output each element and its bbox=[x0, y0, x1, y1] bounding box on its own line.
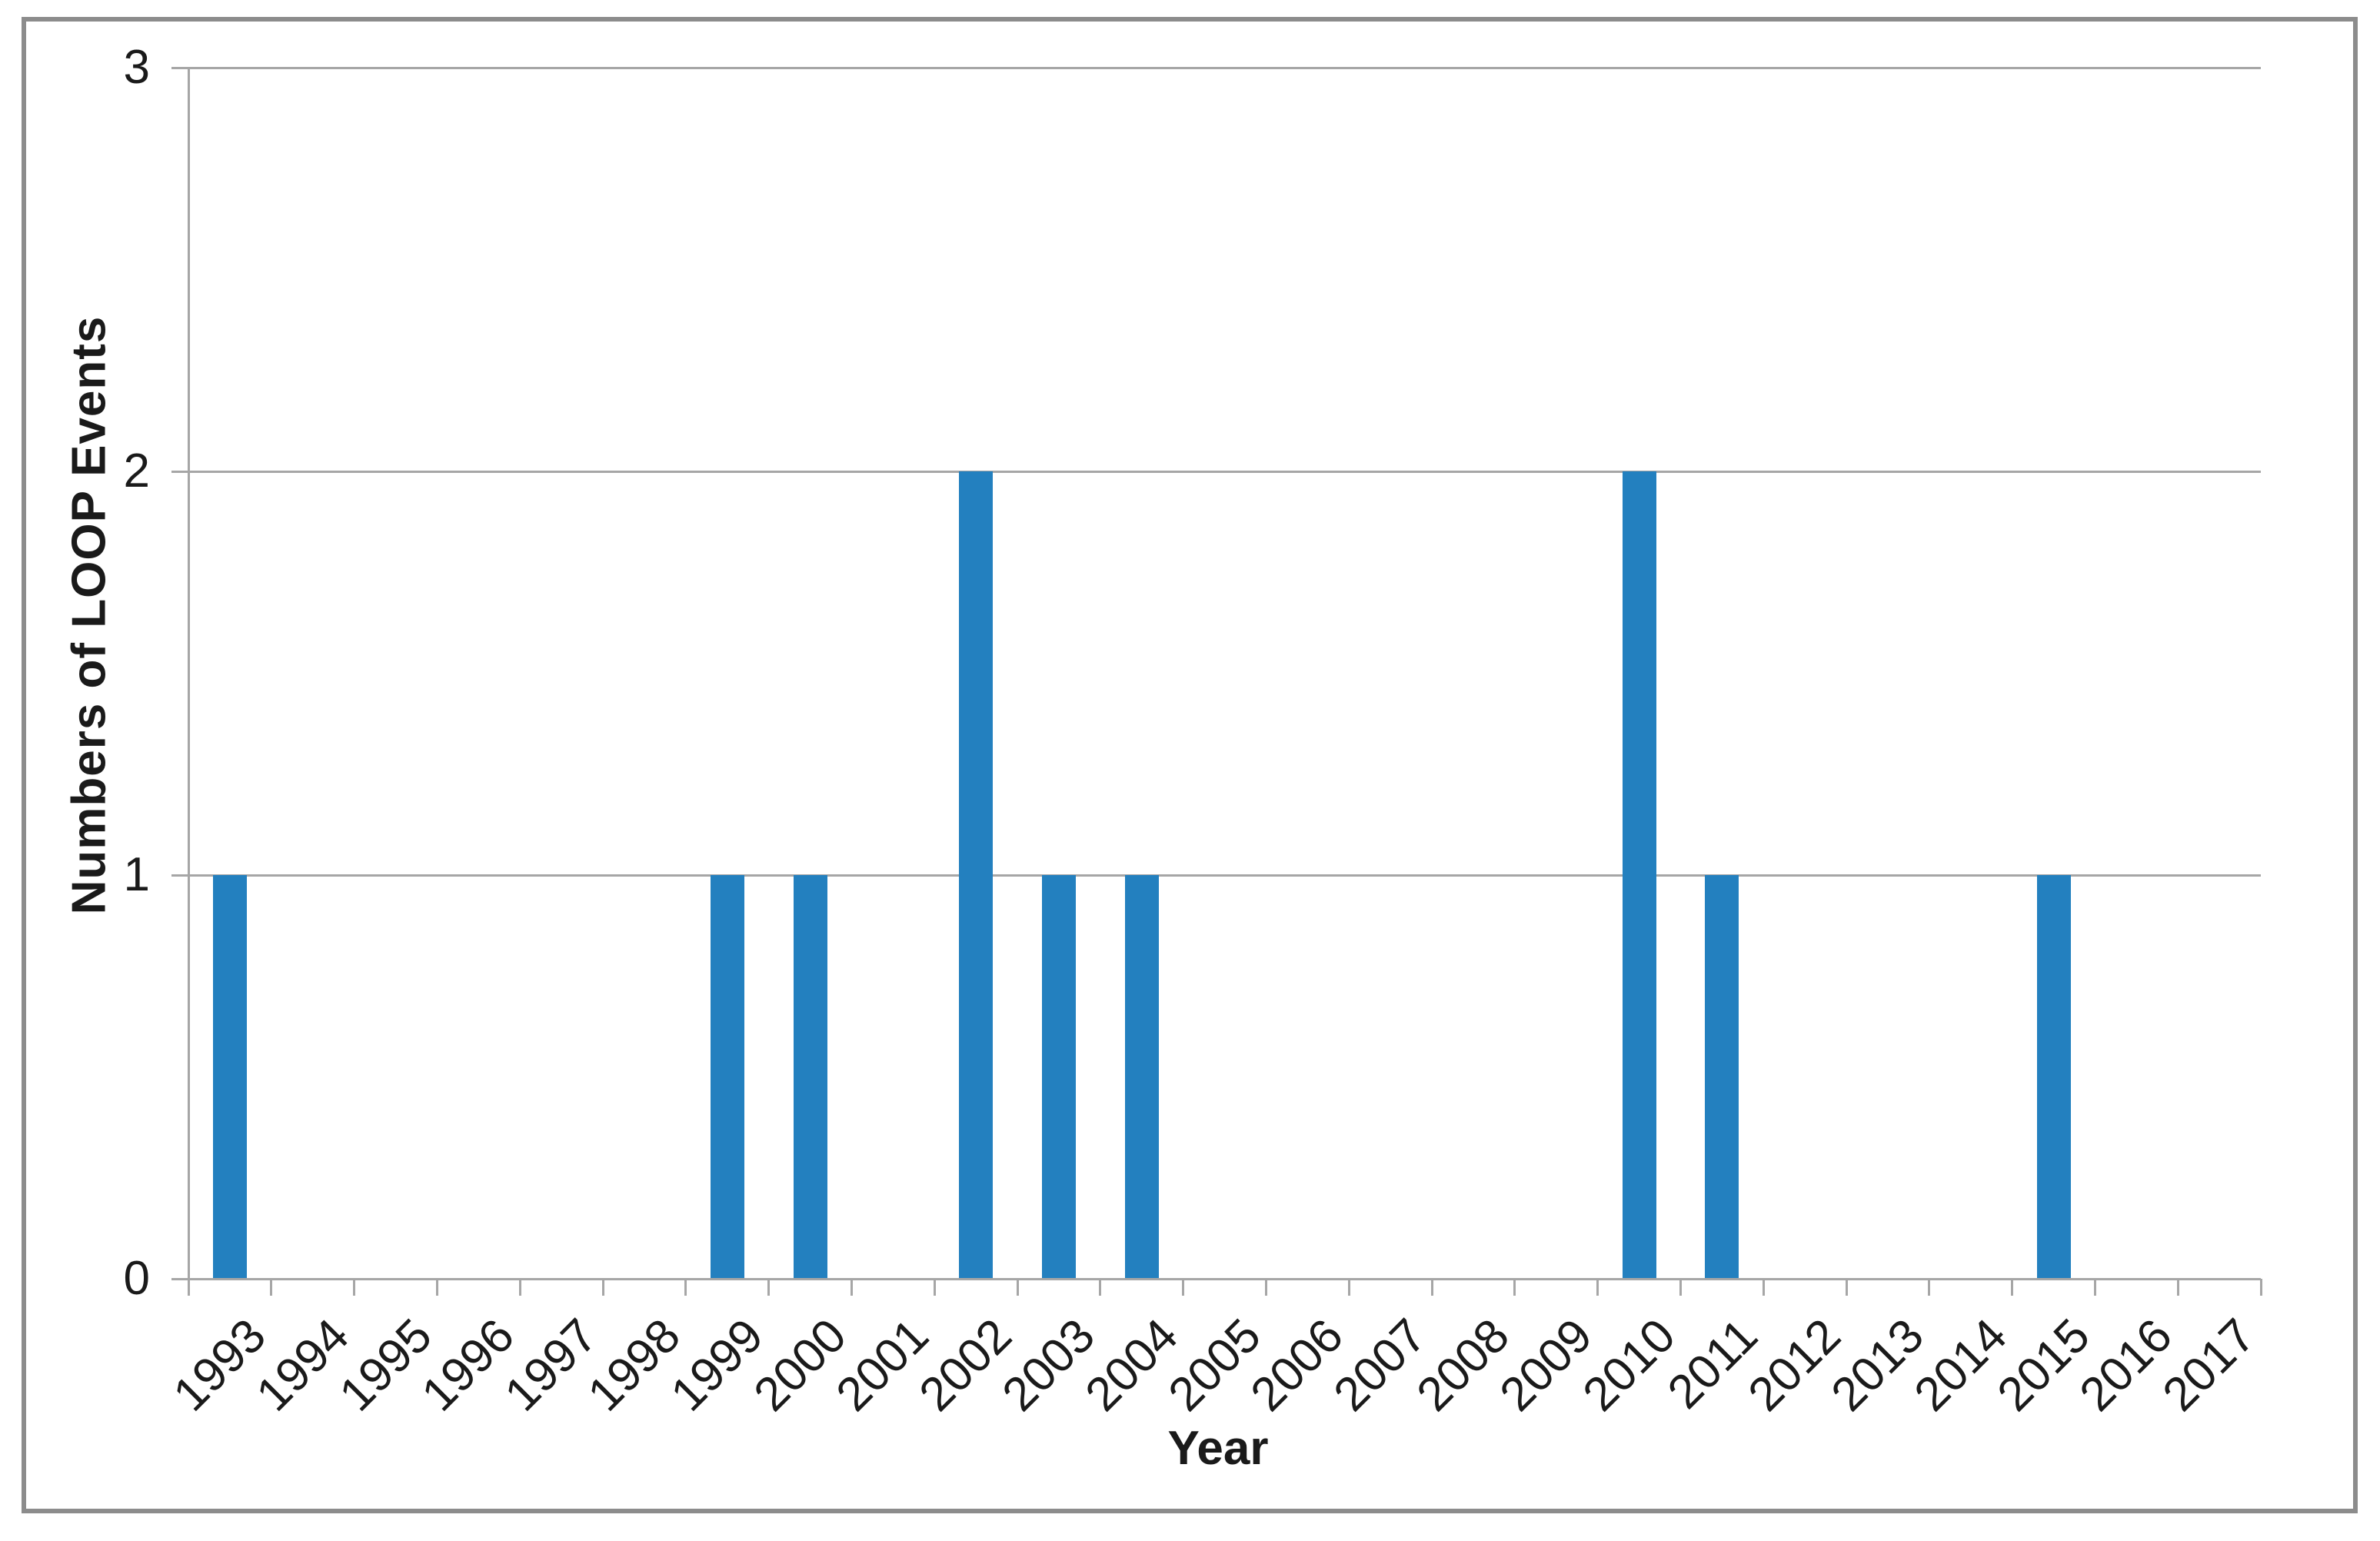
x-tick-mark bbox=[187, 1279, 190, 1296]
x-axis-title: Year bbox=[1167, 1422, 1269, 1475]
y-tick-label: 2 bbox=[123, 444, 150, 498]
x-tick-mark bbox=[1016, 1279, 1019, 1296]
y-tick-mark bbox=[171, 66, 188, 69]
x-tick-mark bbox=[1845, 1279, 1848, 1296]
y-tick-label: 1 bbox=[123, 848, 150, 901]
bar-2004 bbox=[1124, 875, 1159, 1279]
bar-2002 bbox=[959, 471, 994, 1279]
x-tick-mark bbox=[435, 1279, 438, 1296]
y-tick-mark bbox=[171, 874, 188, 877]
x-tick-mark bbox=[933, 1279, 936, 1296]
bar-2011 bbox=[1705, 875, 1739, 1279]
gridline-y-3 bbox=[188, 66, 2261, 69]
x-tick-mark bbox=[2176, 1279, 2179, 1296]
bar-2000 bbox=[793, 875, 827, 1279]
x-tick-mark bbox=[1347, 1279, 1350, 1296]
x-tick-mark bbox=[1099, 1279, 1102, 1296]
x-axis-line bbox=[171, 1277, 2261, 1280]
x-tick-mark bbox=[767, 1279, 771, 1296]
y-tick-mark bbox=[171, 470, 188, 473]
bar-1993 bbox=[212, 875, 247, 1279]
y-tick-label: 3 bbox=[123, 41, 150, 94]
x-tick-mark bbox=[1264, 1279, 1267, 1296]
x-tick-mark bbox=[353, 1279, 356, 1296]
bar-2015 bbox=[2036, 875, 2071, 1279]
x-tick-mark bbox=[1513, 1279, 1516, 1296]
x-tick-mark bbox=[1182, 1279, 1185, 1296]
y-axis-title: Numbers of LOOP Events bbox=[62, 315, 116, 915]
bar-2003 bbox=[1041, 875, 1076, 1279]
bar-1999 bbox=[710, 875, 744, 1279]
bar-2010 bbox=[1622, 471, 1656, 1279]
x-tick-mark bbox=[2093, 1279, 2096, 1296]
x-tick-mark bbox=[270, 1279, 273, 1296]
chart-outer-border bbox=[22, 17, 2358, 1513]
x-tick-mark bbox=[1430, 1279, 1433, 1296]
y-axis-line bbox=[187, 68, 190, 1279]
x-tick-mark bbox=[1928, 1279, 1931, 1296]
y-tick-mark bbox=[171, 1277, 188, 1280]
y-tick-label: 0 bbox=[123, 1252, 150, 1305]
x-tick-mark bbox=[1596, 1279, 1599, 1296]
gridline-y-2 bbox=[188, 470, 2261, 473]
x-tick-mark bbox=[2011, 1279, 2014, 1296]
x-tick-mark bbox=[2259, 1279, 2262, 1296]
x-tick-mark bbox=[684, 1279, 687, 1296]
x-tick-mark bbox=[1679, 1279, 1682, 1296]
x-tick-mark bbox=[518, 1279, 521, 1296]
x-tick-mark bbox=[1762, 1279, 1765, 1296]
x-tick-mark bbox=[850, 1279, 853, 1296]
x-tick-mark bbox=[601, 1279, 604, 1296]
gridline-y-1 bbox=[188, 874, 2261, 877]
